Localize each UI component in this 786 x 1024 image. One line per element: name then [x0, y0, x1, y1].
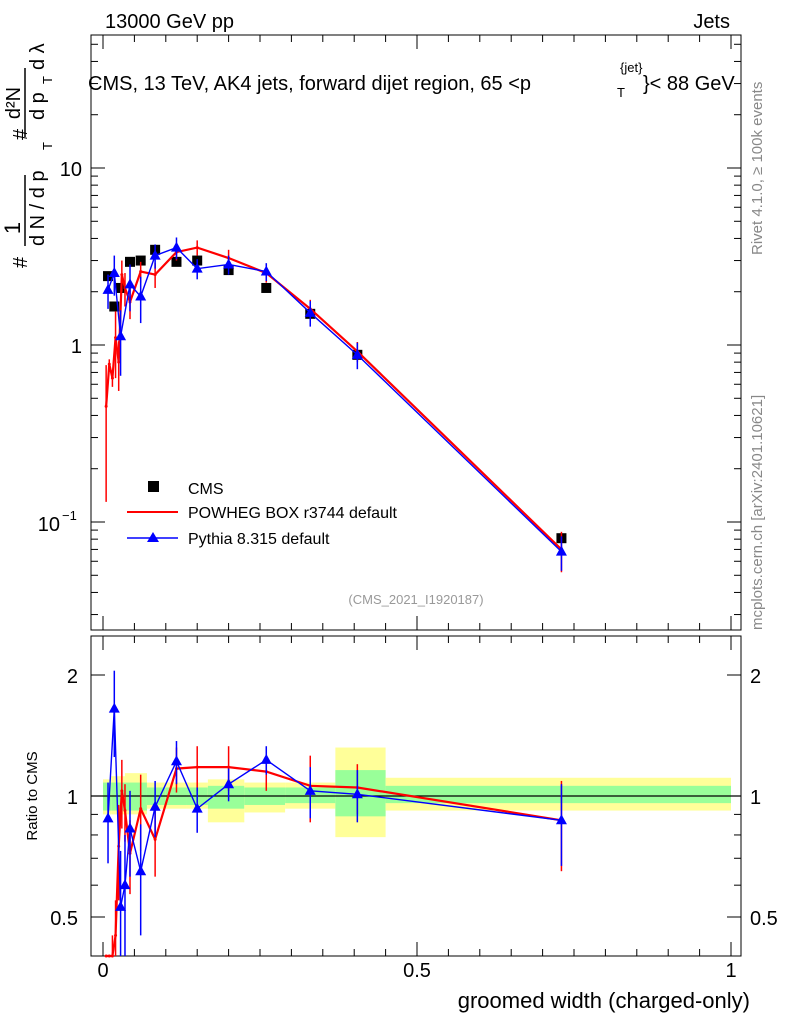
plot-title-sub: T: [617, 85, 625, 100]
ylabel-numerator: 1: [0, 222, 25, 234]
ratio-pythia-point: [191, 802, 203, 813]
main-pythia-point: [351, 348, 363, 359]
ratio-series-group: [102, 670, 567, 958]
main-cms-point: [135, 255, 146, 266]
main-ytick-label-0p1-exp: −1: [62, 508, 77, 523]
ylabel-d2n: d²N: [3, 87, 25, 119]
main-pythia-point: [223, 258, 235, 269]
main-powheg-point: [117, 360, 121, 364]
main-pythia-point: [115, 330, 127, 341]
ratio-stat-uncertainty-band: [385, 785, 731, 804]
ylabel-hash-1: #: [10, 256, 32, 268]
main-pythia-point: [135, 290, 147, 301]
ratio-axis-ticks: [91, 636, 741, 956]
ratio-pythia-point: [170, 755, 182, 766]
ratio-stat-uncertainty-band: [207, 785, 245, 809]
ratio-pythia-point: [351, 788, 363, 799]
ratio-ytick-label-2-right: 2: [750, 666, 761, 688]
legend-pythia-marker: [147, 532, 159, 542]
ratio-powheg-point: [104, 954, 108, 958]
main-pythia-point: [102, 283, 114, 294]
ratio-ytick-label-2: 2: [67, 666, 78, 688]
ylabel-denominator-sub: T: [40, 142, 55, 150]
main-powheg-point: [139, 270, 143, 274]
legend-cms-label: CMS: [188, 481, 224, 498]
main-pythia-point: [149, 249, 161, 260]
ratio-powheg-point: [120, 789, 124, 793]
main-powheg-point: [110, 376, 114, 380]
ylabel-dpt-sub: T: [40, 76, 55, 84]
ratio-powheg-point: [123, 809, 127, 813]
energy-label: 13000 GeV pp: [105, 11, 234, 33]
plot-title-main: CMS, 13 TeV, AK4 jets, forward dijet reg…: [88, 73, 531, 95]
main-pythia-point: [191, 262, 203, 273]
xtick-label-1: 1: [725, 960, 736, 982]
ylabel-hash-2: #: [10, 128, 32, 140]
ratio-powheg-point: [227, 765, 231, 769]
ratio-pythia-point: [135, 865, 147, 876]
ratio-pythia-point: [555, 814, 567, 825]
ratio-pythia-point: [119, 879, 131, 890]
ratio-powheg-point: [195, 765, 199, 769]
plot-title-sup: {jet}: [620, 60, 643, 75]
main-ytick-label-0p1: 10: [38, 514, 60, 536]
main-ylabel: # 1 d N / d p T # d²N d p T d λ: [0, 43, 55, 268]
ratio-pythia-point: [108, 702, 120, 713]
ratio-powheg-point: [114, 933, 118, 937]
ratio-pythia-point: [115, 900, 127, 911]
ratio-powheg-point: [107, 954, 111, 958]
main-pythia-point: [304, 306, 316, 317]
main-pythia-point: [555, 545, 567, 556]
ratio-ytick-label-0p5: 0.5: [50, 908, 78, 930]
ratio-pythia-point: [260, 753, 272, 764]
plot-title-end: }< 88 GeV: [643, 73, 735, 95]
main-series-group: [102, 237, 567, 573]
side-site-text: mcplots.cern.ch [arXiv:2401.10621]: [749, 395, 766, 630]
legend-cms-marker: [148, 481, 159, 492]
ratio-ytick-label-1-right: 1: [750, 787, 761, 809]
main-pythia-point: [124, 278, 136, 289]
main-powheg-point: [104, 404, 108, 408]
x-axis-label: groomed width (charged-only): [458, 988, 750, 1013]
main-powheg-point: [120, 273, 124, 277]
legend-powheg-label: POWHEG BOX r3744 default: [188, 505, 398, 522]
main-pythia-point: [108, 267, 120, 278]
main-axis-ticks: [91, 35, 741, 630]
ratio-ytick-label-0p5-right: 0.5: [750, 908, 778, 930]
main-cms-point: [109, 301, 120, 312]
main-cms-point: [171, 256, 182, 267]
main-pythia-point: [260, 265, 272, 276]
ratio-ytick-label-1: 1: [67, 787, 78, 809]
main-powheg-point: [195, 246, 199, 250]
ratio-pythia-point: [149, 800, 161, 811]
ratio-powheg-point: [110, 954, 114, 958]
ratio-powheg-point: [153, 837, 157, 841]
ratio-powheg-point: [139, 807, 143, 811]
side-version-text: Rivet 4.1.0, ≥ 100k events: [749, 82, 766, 255]
ratio-pythia-point: [223, 778, 235, 789]
main-pythia-point: [170, 241, 182, 252]
main-panel-frame: [90, 34, 742, 631]
legend-pythia-label: Pythia 8.315 default: [188, 531, 330, 548]
main-ytick-label-1: 1: [71, 336, 82, 358]
ylabel-denominator: d N / d p: [27, 170, 49, 246]
ylabel-dpt: d p: [27, 92, 49, 120]
ratio-ylabel: Ratio to CMS: [24, 751, 41, 840]
category-label: Jets: [693, 11, 730, 33]
xtick-label-0: 0: [97, 960, 108, 982]
plot-title: CMS, 13 TeV, AK4 jets, forward dijet reg…: [88, 60, 735, 100]
analysis-tag: (CMS_2021_I1920187): [348, 592, 483, 607]
ylabel-dlambda: d λ: [27, 43, 49, 70]
main-cms-point: [261, 282, 272, 293]
ratio-pythia-point: [102, 812, 114, 823]
main-powheg-point: [107, 362, 111, 366]
legend: CMS POWHEG BOX r3744 default Pythia 8.31…: [127, 481, 398, 548]
ratio-pythia-point: [124, 822, 136, 833]
xtick-label-0p5: 0.5: [403, 960, 431, 982]
main-powheg-point: [153, 273, 157, 277]
ratio-pythia-point: [304, 784, 316, 795]
main-ytick-label-10: 10: [60, 159, 82, 181]
main-cms-point: [125, 256, 136, 267]
